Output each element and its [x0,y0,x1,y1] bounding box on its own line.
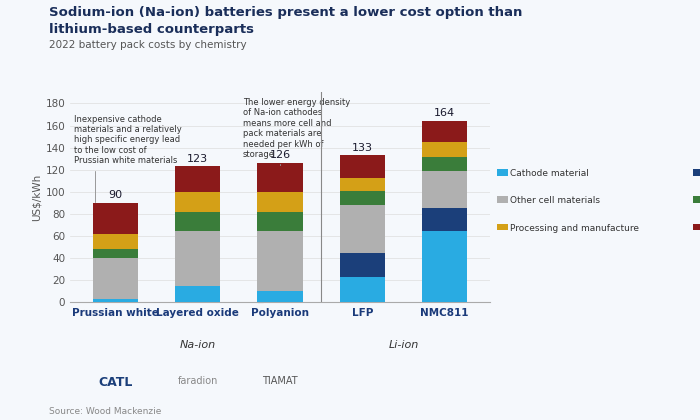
Bar [422,142,468,157]
Text: Inexpensive cathode
materials and a relatively
high specific energy lead
to the : Inexpensive cathode materials and a rela… [74,115,182,202]
Bar [175,192,220,212]
Text: Cathode material: Cathode material [510,169,589,178]
Bar [422,121,468,142]
Bar [92,234,138,249]
Text: Other cell materials: Other cell materials [510,197,600,205]
Bar [258,212,302,231]
Bar [340,178,385,191]
Bar [175,212,220,231]
Bar [175,286,220,302]
Text: The lower energy density
of Na-ion cathodes
means more cell and
pack materials a: The lower energy density of Na-ion catho… [243,98,350,165]
Bar [258,163,302,192]
Bar [422,208,468,231]
Bar [422,231,468,302]
Bar [340,155,385,178]
Bar [92,299,138,302]
Bar [422,171,468,208]
Bar [92,249,138,258]
Text: 123: 123 [187,154,208,164]
Text: Source: Wood Mackenzie: Source: Wood Mackenzie [49,407,162,416]
Text: lithium-based counterparts: lithium-based counterparts [49,23,254,36]
Text: Processing and manufacture: Processing and manufacture [510,224,638,233]
Text: 90: 90 [108,190,122,200]
Text: 126: 126 [270,150,290,160]
Text: CATL: CATL [98,376,132,389]
Y-axis label: US$/kWh: US$/kWh [32,174,41,221]
Bar [92,258,138,299]
Bar [340,191,385,205]
Bar [258,291,302,302]
Text: faradion: faradion [178,376,218,386]
Bar [175,166,220,192]
Bar [340,205,385,253]
Text: TIAMAT: TIAMAT [262,376,298,386]
Bar [340,277,385,302]
Text: Li-ion: Li-ion [389,340,419,350]
Bar [258,192,302,212]
Bar [422,157,468,171]
Bar [340,253,385,277]
Bar [175,231,220,286]
Text: Na-ion: Na-ion [180,340,216,350]
Text: Sodium-ion (Na-ion) batteries present a lower cost option than: Sodium-ion (Na-ion) batteries present a … [49,6,522,19]
Text: 164: 164 [434,108,455,118]
Text: 133: 133 [352,143,373,152]
Text: 2022 battery pack costs by chemistry: 2022 battery pack costs by chemistry [49,40,246,50]
Bar [92,203,138,234]
Bar [258,231,302,291]
